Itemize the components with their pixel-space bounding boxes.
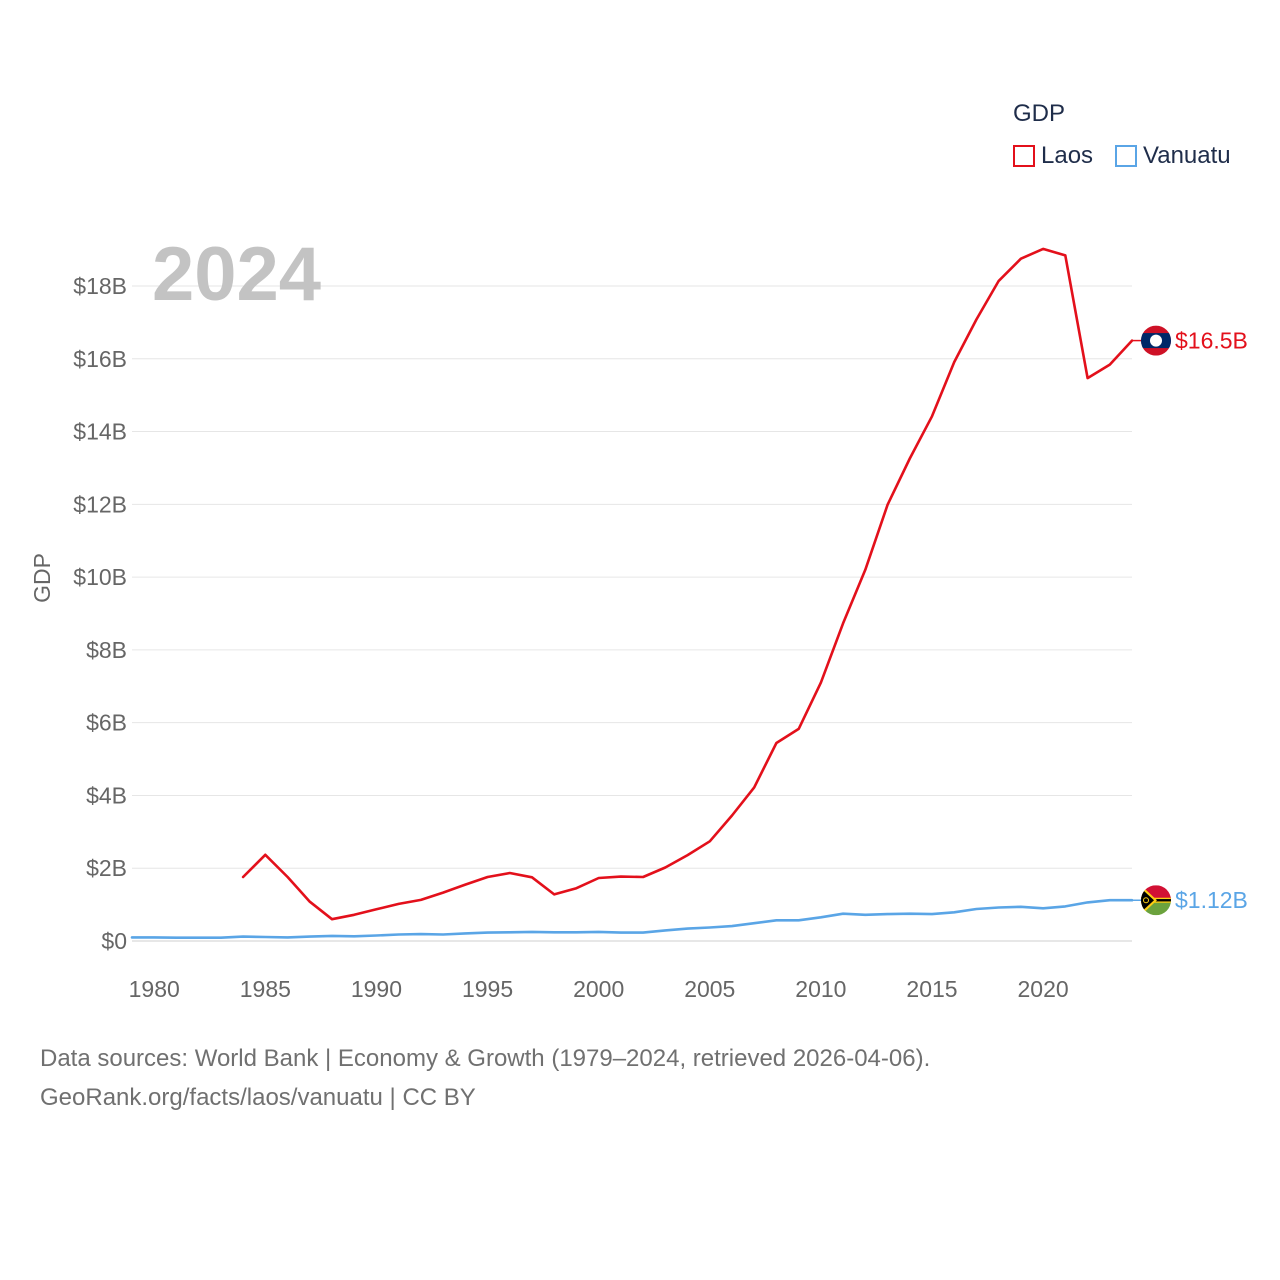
laos-flag-icon [1141, 325, 1171, 356]
y-tick-label: $6B [86, 710, 127, 736]
x-tick-label: 1995 [462, 976, 513, 1002]
y-tick-label: $10B [73, 564, 127, 590]
series-lines [130, 247, 1134, 939]
y-tick-label: $16B [73, 346, 127, 372]
legend-item-vanuatu[interactable]: Vanuatu [1115, 142, 1231, 170]
y-tick-label: $12B [73, 491, 127, 517]
legend-swatch-laos [1013, 145, 1035, 167]
x-axis-ticks: 1980 1985 1990 1995 2000 2005 2010 2015 2020 [129, 976, 1069, 1002]
vanuatu-flag-body [1141, 885, 1171, 916]
x-tick-label: 2020 [1018, 976, 1069, 1002]
y-tick-label: $18B [73, 273, 127, 299]
x-tick-label: 1990 [351, 976, 402, 1002]
legend-label-laos: Laos [1041, 142, 1094, 169]
y-tick-label: $2B [86, 855, 127, 881]
year-label: 2024 [152, 232, 321, 317]
series-line-laos [241, 247, 1134, 921]
series-line-vanuatu [130, 898, 1134, 939]
legend-title: GDP [1013, 100, 1066, 127]
legend-label-vanuatu: Vanuatu [1143, 142, 1231, 169]
y-axis-ticks: $0 $2B $4B $6B $8B $10B $12B $14B $16B $18B [73, 273, 127, 954]
x-tick-label: 2010 [795, 976, 846, 1002]
vanuatu-flag-emblem [1143, 897, 1149, 904]
legend-swatch-vanuatu [1115, 145, 1137, 167]
end-label-vanuatu: $1.12B [1175, 887, 1248, 913]
vanuatu-flag-icon [1141, 885, 1171, 916]
laos-flag-disc [1150, 334, 1162, 347]
y-axis-label: GDP [29, 553, 55, 603]
x-tick-label: 1985 [240, 976, 291, 1002]
laos-flag-body [1141, 325, 1171, 356]
series-end-markers: $16.5B $1.12B [1132, 325, 1248, 916]
x-tick-label: 2015 [906, 976, 957, 1002]
end-label-laos: $16.5B [1175, 328, 1248, 354]
source-line-2[interactable]: GeoRank.org/facts/laos/vanuatu | CC BY [40, 1084, 476, 1111]
x-tick-label: 2000 [573, 976, 624, 1002]
vanuatu-flag-black-triangle [1141, 888, 1154, 913]
y-tick-label: $14B [73, 419, 127, 445]
x-tick-label: 1980 [129, 976, 180, 1002]
x-tick-label: 2005 [684, 976, 735, 1002]
y-tick-label: $0 [101, 928, 127, 954]
grid-lines [132, 285, 1132, 942]
y-tick-label: $4B [86, 782, 127, 808]
legend-item-laos[interactable]: Laos [1013, 142, 1093, 170]
y-tick-label: $8B [86, 637, 127, 663]
source-line-1: Data sources: World Bank | Economy & Gro… [40, 1045, 931, 1072]
